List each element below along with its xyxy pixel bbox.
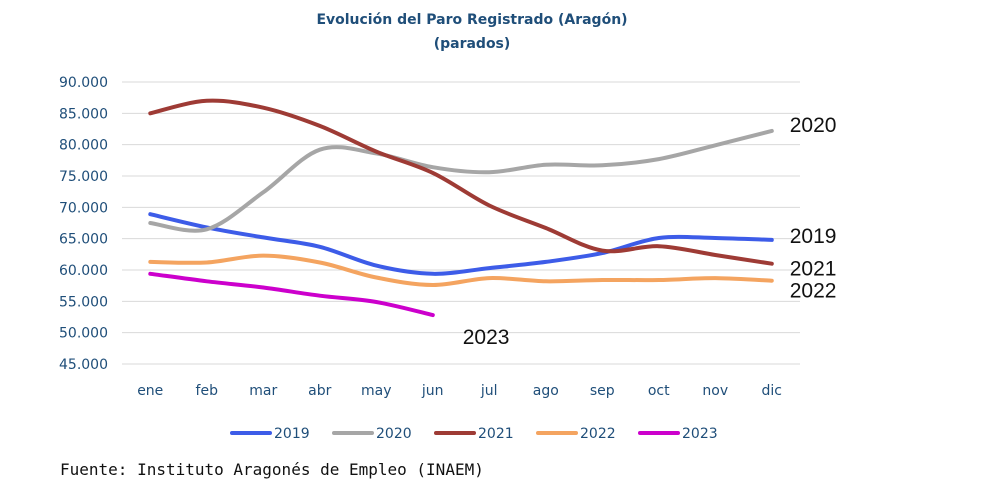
y-tick-label: 60.000	[59, 263, 108, 279]
x-tick-label: jun	[421, 383, 444, 399]
end-label-2023: 2023	[463, 326, 510, 349]
chart-title: Evolución del Paro Registrado (Aragón)	[316, 12, 627, 28]
x-tick-label: dic	[762, 383, 782, 399]
end-label-2021: 2021	[790, 258, 837, 281]
legend-label-2019: 2019	[274, 426, 310, 442]
x-tick-label: ene	[137, 383, 163, 399]
y-axis: 45.000 50.000 55.000 60.000 65.000 70.000 75.0…	[59, 75, 108, 373]
series-line-2019	[148, 212, 774, 276]
x-tick-label: mar	[249, 383, 277, 399]
legend: 2019 2020 2021 2022 2023	[230, 426, 718, 442]
end-label-2022: 2022	[790, 280, 837, 303]
y-tick-label: 75.000	[59, 169, 108, 185]
x-tick-label: feb	[196, 383, 219, 399]
y-tick-label: 70.000	[59, 200, 108, 216]
legend-label-2022: 2022	[580, 426, 616, 442]
series-lines	[148, 98, 774, 318]
x-tick-label: oct	[648, 383, 670, 399]
end-label-2019: 2019	[790, 225, 837, 248]
legend-label-2023: 2023	[682, 426, 718, 442]
y-tick-label: 65.000	[59, 232, 108, 248]
x-tick-label: sep	[590, 383, 615, 399]
series-line-2023	[148, 271, 435, 318]
series-line-2021	[148, 98, 774, 266]
y-tick-label: 50.000	[59, 326, 108, 342]
source-note: Fuente: Instituto Aragonés de Empleo (IN…	[60, 460, 484, 479]
x-tick-label: nov	[702, 383, 728, 399]
y-tick-label: 85.000	[59, 106, 108, 122]
gridlines	[122, 81, 800, 365]
x-tick-label: jul	[480, 383, 498, 399]
x-tick-label: abr	[308, 383, 331, 399]
series-line-2020	[148, 128, 774, 233]
x-tick-label: ago	[533, 383, 559, 399]
y-tick-label: 80.000	[59, 138, 108, 154]
chart-subtitle: (parados)	[434, 36, 511, 52]
legend-label-2021: 2021	[478, 426, 514, 442]
x-axis: ene feb mar abr may jun jul ago sep oct nov dic	[137, 383, 782, 399]
end-label-2020: 2020	[790, 114, 837, 137]
x-tick-label: may	[361, 383, 392, 399]
y-tick-label: 90.000	[59, 75, 108, 91]
y-tick-label: 45.000	[59, 357, 108, 373]
series-line-2022	[148, 253, 774, 288]
y-tick-label: 55.000	[59, 294, 108, 310]
legend-label-2020: 2020	[376, 426, 412, 442]
